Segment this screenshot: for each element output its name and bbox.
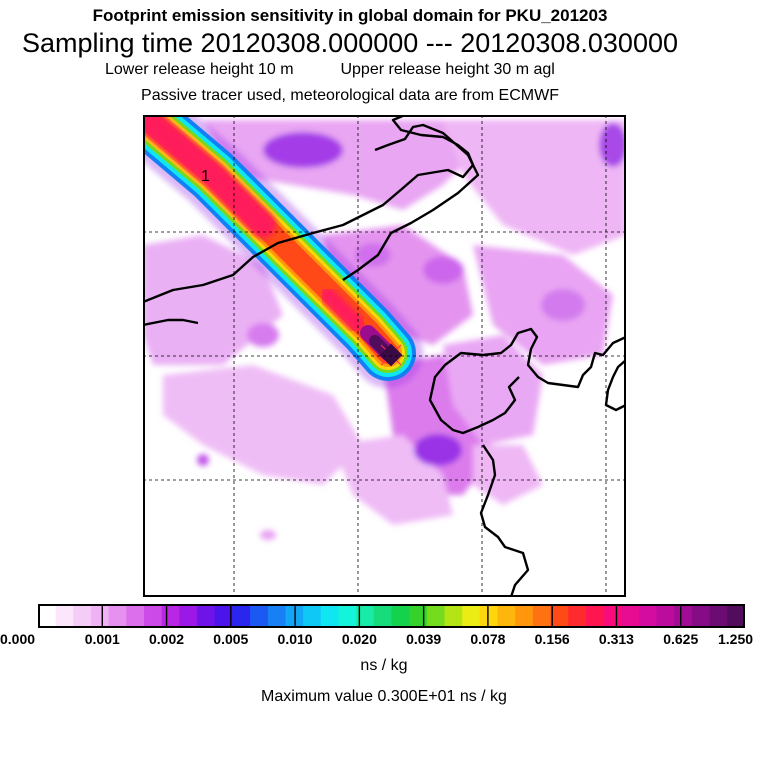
colorbar-tick-label: 0.001 (84, 631, 120, 647)
colorbar-cell (179, 604, 198, 628)
lower-release-height: Lower release height 10 m (105, 61, 294, 78)
colorbar-cell (373, 604, 392, 628)
colorbar-tick-label: 0.039 (406, 631, 442, 647)
maximum-value-label: Maximum value 0.300E+01 ns / kg (261, 688, 507, 705)
colorbar-cell (691, 604, 711, 628)
colorbar-cell (161, 604, 180, 628)
colorbar-cell (515, 604, 534, 628)
colorbar-cell (621, 604, 640, 628)
colorbar-tick-label: 0.020 (341, 631, 377, 647)
colorbar-cell (144, 604, 163, 628)
colorbar-cell (267, 604, 286, 628)
colorbar-cell (38, 604, 57, 628)
colorbar (38, 604, 745, 628)
colorbar-cell (550, 604, 569, 628)
trajectory-marker-label: 1 (201, 168, 210, 185)
colorbar-cell (232, 604, 251, 628)
colorbar-tick-label: 0.625 (663, 631, 699, 647)
colorbar-cell (197, 604, 216, 628)
colorbar-tick-label: 0.005 (213, 631, 249, 647)
plot-title: Footprint emission sensitivity in global… (92, 6, 608, 25)
colorbar-cell (638, 604, 658, 628)
colorbar-cell (303, 604, 322, 628)
colorbar-cell (356, 604, 375, 628)
colorbar-cell (462, 604, 481, 628)
colorbar-cell (727, 604, 745, 628)
colorbar-cell (585, 604, 605, 628)
release-point-marker (379, 343, 403, 367)
tracer-info: Passive tracer used, meteorological data… (141, 87, 559, 104)
colorbar-cell (320, 604, 339, 628)
colorbar-cell (603, 604, 622, 628)
footprint-map: 1 (143, 115, 626, 597)
colorbar-ticks: 0.000 0.001 0.002 0.005 0.010 0.020 0.039 0.078… (0, 631, 768, 651)
colorbar-cell (108, 604, 127, 628)
map-frame (143, 115, 626, 597)
colorbar-cell (91, 604, 110, 628)
colorbar-cell (250, 604, 269, 628)
colorbar-tick-label: 1.250 (718, 631, 754, 647)
colorbar-units: ns / kg (360, 657, 408, 674)
plume (143, 115, 423, 388)
colorbar-cell (656, 604, 675, 628)
colorbar-cell (409, 604, 428, 628)
sampling-time-label: Sampling time 20120308.000000 --- 201203… (21, 28, 678, 58)
coastlines (143, 115, 626, 597)
colorbar-frame (38, 604, 745, 628)
colorbar-tick-label: 0.002 (149, 631, 185, 647)
colorbar-tick-label: 0.010 (277, 631, 313, 647)
sensitivity-field (143, 120, 626, 540)
colorbar-tick-label: 0.000 (0, 631, 36, 647)
colorbar-cell (532, 604, 552, 628)
colorbar-cell (674, 604, 693, 628)
colorbar-cell (55, 604, 74, 628)
colorbar-cell (709, 604, 728, 628)
release-height-row: Lower release height 10 m Upper release … (105, 61, 555, 79)
upper-release-height: Upper release height 30 m agl (340, 61, 555, 78)
colorbar-cell (444, 604, 463, 628)
colorbar-cell (214, 604, 233, 628)
colorbar-cell (426, 604, 446, 628)
colorbar-tick-label: 0.156 (534, 631, 570, 647)
colorbar-tick-label: 0.313 (598, 631, 634, 647)
colorbar-cell (568, 604, 587, 628)
colorbar-cell (479, 604, 499, 628)
colorbar-cell (338, 604, 357, 628)
colorbar-tick-label: 0.078 (470, 631, 506, 647)
colorbar-cell (391, 604, 410, 628)
colorbar-cell (73, 604, 92, 628)
colorbar-cell (497, 604, 516, 628)
colorbar-cell (126, 604, 145, 628)
lat-lon-grid (143, 115, 626, 597)
